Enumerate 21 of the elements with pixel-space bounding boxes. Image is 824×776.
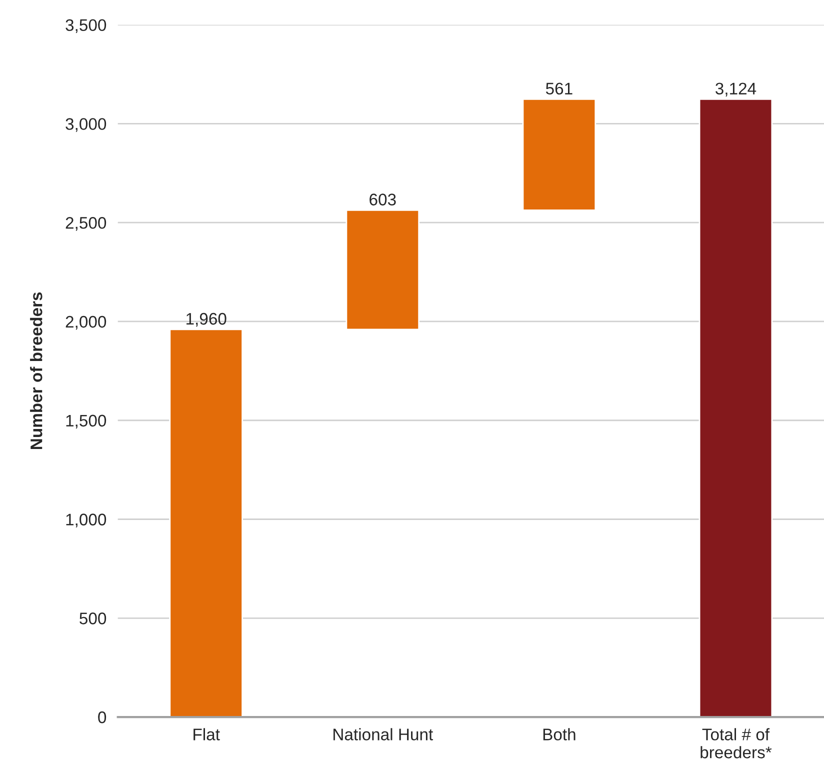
y-tick-label: 2,500 bbox=[66, 217, 106, 231]
y-tick-label: 3,000 bbox=[66, 118, 106, 132]
y-tick-label: 500 bbox=[80, 612, 106, 624]
data-label: 3,124 bbox=[716, 82, 756, 96]
y-axis-title: Number of breeders bbox=[30, 292, 42, 449]
bar bbox=[522, 98, 596, 211]
x-tick-label: Both bbox=[543, 728, 576, 740]
data-label: 603 bbox=[370, 194, 396, 206]
bar bbox=[346, 209, 420, 330]
x-tick-label: National Hunt bbox=[334, 728, 434, 740]
data-label: 561 bbox=[546, 82, 572, 95]
bar bbox=[698, 98, 773, 718]
y-tick-label: 1,500 bbox=[66, 414, 106, 429]
x-tick-label: Flat bbox=[194, 728, 220, 740]
y-tick-label: 2,000 bbox=[66, 316, 106, 330]
y-tick-label: 1,000 bbox=[66, 514, 106, 528]
x-tick-label: Total # of breeders* bbox=[700, 728, 772, 758]
y-tick-label: 3,500 bbox=[66, 19, 106, 34]
bar bbox=[169, 328, 243, 718]
y-tick-label: 0 bbox=[98, 711, 106, 724]
data-label: 1,960 bbox=[186, 312, 226, 327]
